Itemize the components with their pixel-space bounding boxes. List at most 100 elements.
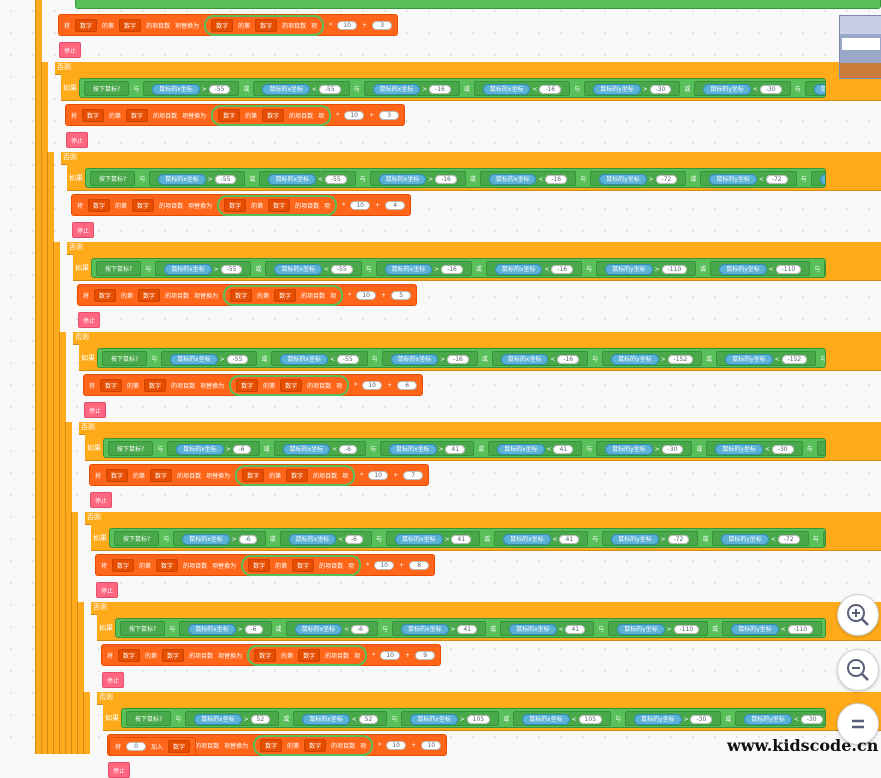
- number-input[interactable]: -55: [337, 355, 359, 364]
- number-input[interactable]: 0: [126, 742, 146, 751]
- mouse-coord-reporter[interactable]: 鼠标的y坐标: [820, 174, 826, 185]
- number-input[interactable]: 10: [337, 21, 357, 30]
- compare-condition[interactable]: 鼠标的x坐标 < -6: [280, 531, 372, 546]
- mouse-coord-reporter[interactable]: 鼠标的y坐标: [725, 354, 773, 365]
- list-dropdown[interactable]: 数字: [126, 109, 148, 122]
- number-input[interactable]: -55: [215, 175, 237, 184]
- mouse-coord-reporter[interactable]: 鼠标的x坐标: [280, 354, 328, 365]
- number-input[interactable]: 3: [372, 21, 392, 30]
- number-input[interactable]: 10: [356, 291, 376, 300]
- mouse-coord-reporter[interactable]: 鼠标的y坐标: [744, 714, 792, 725]
- mouse-coord-reporter[interactable]: 鼠标的x坐标: [262, 84, 310, 95]
- number-input[interactable]: -6: [233, 445, 251, 454]
- compare-condition[interactable]: 鼠标的x坐标 > 41: [386, 531, 480, 546]
- mouse-coord-reporter[interactable]: 鼠标的x坐标: [489, 174, 537, 185]
- compare-condition[interactable]: 鼠标的x坐标 > -6: [173, 531, 265, 546]
- compare-condition[interactable]: 鼠标的y坐标 < -30: [706, 441, 802, 456]
- number-input[interactable]: -16: [551, 265, 573, 274]
- number-input[interactable]: 10: [350, 201, 370, 210]
- number-input[interactable]: -110: [776, 265, 802, 274]
- number-input[interactable]: -30: [760, 85, 782, 94]
- mouse-coord-reporter[interactable]: 鼠标的x坐标: [152, 84, 200, 95]
- compare-condition[interactable]: 鼠标的y坐标 > -84: [824, 261, 826, 276]
- mouse-down-condition[interactable]: 按下鼠标?: [120, 621, 165, 636]
- break-block[interactable]: 停止: [96, 582, 118, 598]
- number-input[interactable]: 10: [380, 651, 400, 660]
- compare-condition[interactable]: 鼠标的y坐标 < -30: [694, 81, 790, 96]
- number-input[interactable]: -110: [788, 625, 814, 634]
- list-dropdown[interactable]: 数字: [304, 739, 326, 752]
- number-input[interactable]: -110: [674, 625, 700, 634]
- number-input[interactable]: 10: [344, 111, 364, 120]
- mouse-coord-reporter[interactable]: 鼠标的x坐标: [391, 354, 439, 365]
- list-dropdown[interactable]: 数字: [106, 469, 128, 482]
- break-block[interactable]: 停止: [72, 222, 94, 238]
- compare-condition[interactable]: 鼠标的y坐标 > -152: [602, 351, 702, 366]
- compare-condition[interactable]: 鼠标的y坐标 > 4: [805, 81, 826, 96]
- item-reporter[interactable]: 数字的第数字的项目数项: [253, 735, 373, 756]
- number-input[interactable]: -16: [435, 175, 457, 184]
- list-dropdown[interactable]: 数字: [268, 199, 290, 212]
- item-reporter[interactable]: 数字的第数字的项目数项: [211, 105, 331, 126]
- mouse-coord-reporter[interactable]: 鼠标的x坐标: [170, 354, 218, 365]
- mouse-coord-reporter[interactable]: 鼠标的y坐标: [617, 624, 665, 635]
- list-dropdown[interactable]: 数字: [224, 199, 246, 212]
- number-input[interactable]: -72: [668, 535, 690, 544]
- compare-condition[interactable]: 鼠标的x坐标 > -55: [143, 81, 239, 96]
- mouse-coord-reporter[interactable]: 鼠标的y坐标: [709, 174, 757, 185]
- mouse-coord-reporter[interactable]: 鼠标的x坐标: [283, 444, 331, 455]
- compare-condition[interactable]: 鼠标的y坐标 > -72: [590, 171, 686, 186]
- list-dropdown[interactable]: 数字: [119, 19, 141, 32]
- mouse-coord-reporter[interactable]: 鼠标的y坐标: [731, 624, 779, 635]
- number-input[interactable]: 10: [368, 471, 388, 480]
- mouse-down-condition[interactable]: 按下鼠标?: [96, 261, 141, 276]
- break-block[interactable]: 停止: [108, 762, 130, 778]
- mouse-coord-reporter[interactable]: 鼠标的x坐标: [164, 264, 212, 275]
- list-dropdown[interactable]: 数字: [254, 649, 276, 662]
- mouse-coord-reporter[interactable]: 鼠标的y坐标: [719, 264, 767, 275]
- list-dropdown[interactable]: 数字: [280, 379, 302, 392]
- compare-condition[interactable]: 鼠标的y坐标 > -40: [811, 171, 826, 186]
- number-input[interactable]: -55: [331, 265, 353, 274]
- list-dropdown[interactable]: 数字: [286, 469, 308, 482]
- number-input[interactable]: -16: [539, 85, 561, 94]
- mouse-coord-reporter[interactable]: 鼠标的x坐标: [268, 174, 316, 185]
- mouse-coord-reporter[interactable]: 鼠标的x坐标: [295, 624, 343, 635]
- number-input[interactable]: 10: [362, 381, 382, 390]
- list-dropdown[interactable]: 数字: [138, 289, 160, 302]
- compare-condition[interactable]: 鼠标的x坐标 < 41: [500, 621, 594, 636]
- number-input[interactable]: 41: [565, 625, 585, 634]
- mouse-coord-reporter[interactable]: 鼠标的x坐标: [483, 84, 531, 95]
- mouse-down-condition[interactable]: 按下鼠标?: [102, 351, 147, 366]
- number-input[interactable]: -55: [319, 85, 341, 94]
- compare-condition[interactable]: 鼠标的x坐标 < -6: [274, 441, 366, 456]
- mouse-coord-reporter[interactable]: 鼠标的x坐标: [302, 714, 350, 725]
- list-dropdown[interactable]: 数字: [248, 559, 270, 572]
- compare-condition[interactable]: 鼠标的x坐标 < 105: [513, 711, 611, 726]
- zoom-in-button[interactable]: [837, 594, 879, 636]
- compare-condition[interactable]: 鼠标的y坐标 > -30: [596, 441, 692, 456]
- number-input[interactable]: -110: [662, 265, 688, 274]
- number-input[interactable]: -152: [782, 355, 808, 364]
- mouse-down-condition[interactable]: 按下鼠标?: [84, 81, 129, 96]
- number-input[interactable]: -16: [447, 355, 469, 364]
- number-input[interactable]: -55: [325, 175, 347, 184]
- number-input[interactable]: -55: [209, 85, 231, 94]
- list-dropdown[interactable]: 数字: [274, 289, 296, 302]
- compare-condition[interactable]: 鼠标的x坐标 > 105: [401, 711, 499, 726]
- compare-condition[interactable]: 鼠标的y坐标 < -30: [735, 711, 826, 726]
- list-dropdown[interactable]: 数字: [236, 379, 258, 392]
- compare-condition[interactable]: 鼠标的x坐标 > -6: [167, 441, 259, 456]
- compare-condition[interactable]: 鼠标的x坐标 < -6: [286, 621, 378, 636]
- number-input[interactable]: -6: [345, 535, 363, 544]
- list-dropdown[interactable]: 数字: [82, 109, 104, 122]
- number-input[interactable]: 105: [467, 715, 490, 724]
- item-reporter[interactable]: 数字的第数字的项目数项: [229, 375, 349, 396]
- mouse-coord-reporter[interactable]: 鼠标的y坐标: [715, 444, 763, 455]
- mouse-coord-reporter[interactable]: 鼠标的y坐标: [599, 174, 647, 185]
- compare-condition[interactable]: 鼠标的x坐标 > 41: [392, 621, 486, 636]
- mouse-coord-reporter[interactable]: 鼠标的x坐标: [188, 624, 236, 635]
- list-dropdown[interactable]: 数字: [88, 199, 110, 212]
